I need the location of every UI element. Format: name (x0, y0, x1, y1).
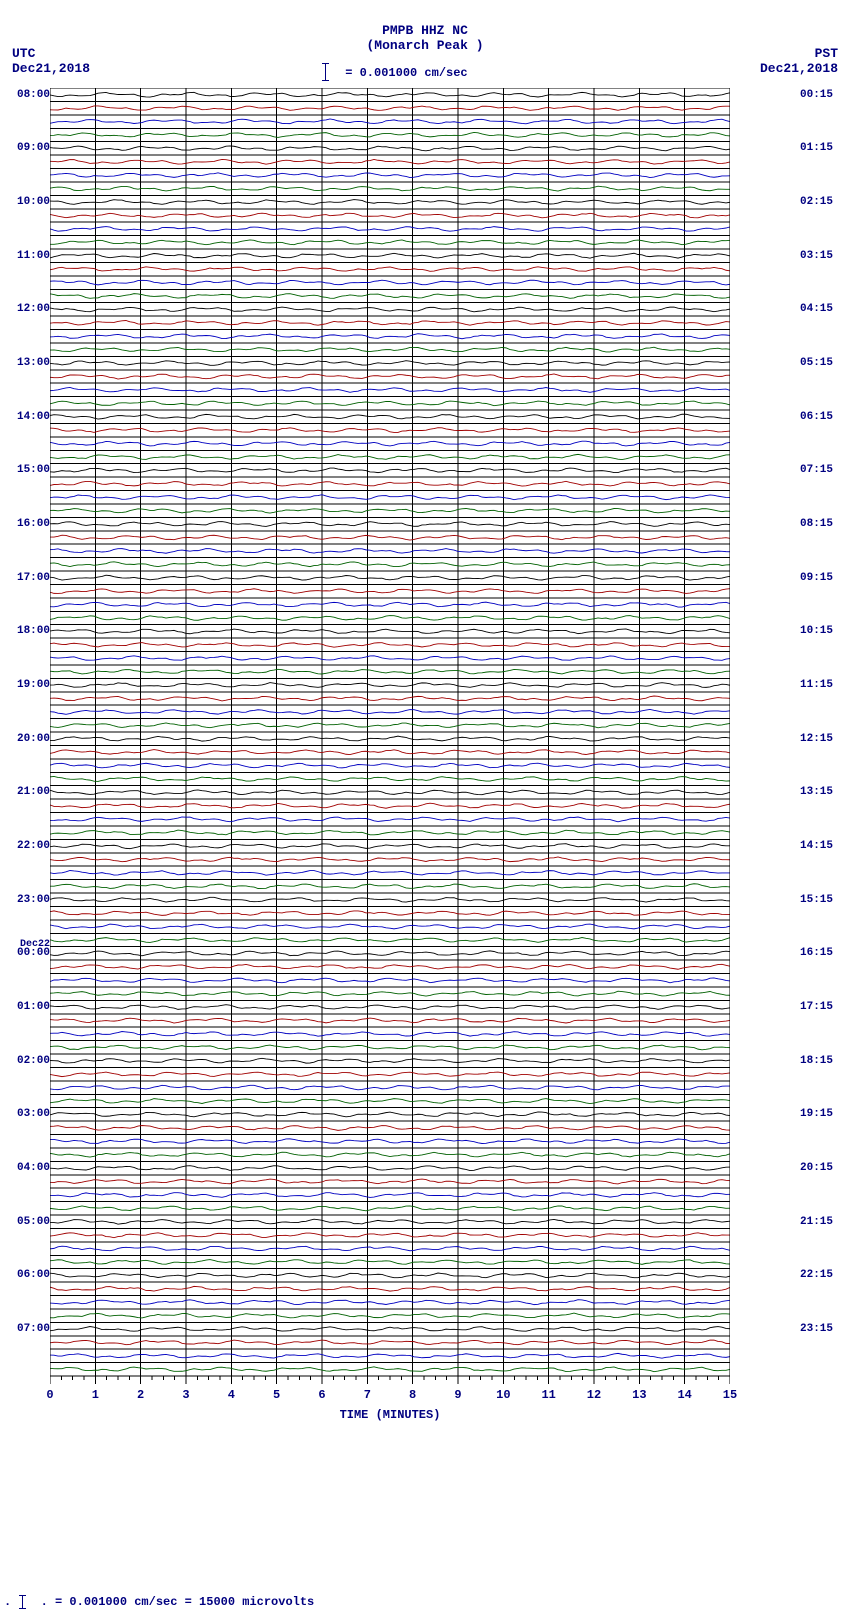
seismogram-svg (50, 88, 730, 1406)
x-tick: 6 (318, 1388, 325, 1402)
time-label: 22:00 (2, 840, 50, 852)
time-label: 08:15 (800, 518, 848, 530)
seismogram-plot (50, 88, 730, 1376)
time-label: 08:00 (2, 89, 50, 101)
time-label: 14:15 (800, 840, 848, 852)
x-tick: 8 (409, 1388, 416, 1402)
time-label: 22:15 (800, 1269, 848, 1281)
footer-text: . = 0.001000 cm/sec = 15000 microvolts (41, 1595, 315, 1609)
time-label: 23:00 (2, 894, 50, 906)
time-label: 09:15 (800, 572, 848, 584)
time-label: 12:15 (800, 733, 848, 745)
time-label: 03:00 (2, 1108, 50, 1120)
time-label: 14:00 (2, 411, 50, 423)
time-label: 20:15 (800, 1162, 848, 1174)
x-tick: 9 (454, 1388, 461, 1402)
x-tick: 2 (137, 1388, 144, 1402)
time-label: 21:15 (800, 1216, 848, 1228)
time-label: 10:00 (2, 196, 50, 208)
x-tick: 7 (364, 1388, 371, 1402)
x-tick: 10 (496, 1388, 510, 1402)
scale-bar-icon (22, 1595, 29, 1609)
scale-label: = 0.001000 cm/sec (345, 66, 467, 80)
time-label: 21:00 (2, 786, 50, 798)
x-tick: 11 (541, 1388, 555, 1402)
right-timezone: PST Dec21,2018 (760, 47, 838, 77)
time-label: 17:00 (2, 572, 50, 584)
left-timezone: UTC Dec21,2018 (12, 47, 90, 77)
time-label: 11:00 (2, 250, 50, 262)
time-label: 19:00 (2, 679, 50, 691)
time-label: 04:15 (800, 303, 848, 315)
time-label: 03:15 (800, 250, 848, 262)
time-label: 05:00 (2, 1216, 50, 1228)
footer-scale: . . = 0.001000 cm/sec = 15000 microvolts (4, 1595, 314, 1609)
x-tick: 12 (587, 1388, 601, 1402)
time-label: 02:00 (2, 1055, 50, 1067)
scale-indicator: = 0.001000 cm/sec (325, 65, 468, 81)
footer-prefix: . (4, 1595, 11, 1609)
time-label: 06:15 (800, 411, 848, 423)
station-name: (Monarch Peak ) (0, 39, 850, 54)
station-code: PMPB HHZ NC (0, 24, 850, 39)
chart-header: PMPB HHZ NC (Monarch Peak ) (0, 24, 850, 54)
time-label: 07:00 (2, 1323, 50, 1335)
x-tick: 14 (677, 1388, 691, 1402)
time-label: 13:15 (800, 786, 848, 798)
time-label: 15:15 (800, 894, 848, 906)
time-label: 01:15 (800, 142, 848, 154)
x-tick: 15 (723, 1388, 737, 1402)
time-label: 20:00 (2, 733, 50, 745)
x-tick: 1 (92, 1388, 99, 1402)
x-axis-title: TIME (MINUTES) (50, 1408, 730, 1422)
time-label: 09:00 (2, 142, 50, 154)
x-tick: 0 (46, 1388, 53, 1402)
x-tick: 4 (228, 1388, 235, 1402)
x-tick: 3 (182, 1388, 189, 1402)
scale-bar-icon (325, 63, 332, 81)
time-label: 13:00 (2, 357, 50, 369)
time-label: 18:15 (800, 1055, 848, 1067)
time-label: 07:15 (800, 464, 848, 476)
time-label: 17:15 (800, 1001, 848, 1013)
time-label: 05:15 (800, 357, 848, 369)
time-label: 12:00 (2, 303, 50, 315)
time-label: 19:15 (800, 1108, 848, 1120)
x-tick: 5 (273, 1388, 280, 1402)
time-label: 01:00 (2, 1001, 50, 1013)
time-label: 11:15 (800, 679, 848, 691)
x-tick: 13 (632, 1388, 646, 1402)
tz-left-name: UTC (12, 47, 90, 62)
tz-right-name: PST (760, 47, 838, 62)
time-label: 15:00 (2, 464, 50, 476)
time-label: 00:15 (800, 89, 848, 101)
tz-left-date: Dec21,2018 (12, 62, 90, 77)
time-label: 16:15 (800, 947, 848, 959)
time-label: 23:15 (800, 1323, 848, 1335)
time-label: 00:00 (2, 947, 50, 959)
time-label: 04:00 (2, 1162, 50, 1174)
time-label: 18:00 (2, 625, 50, 637)
tz-right-date: Dec21,2018 (760, 62, 838, 77)
time-label: 06:00 (2, 1269, 50, 1281)
time-label: 16:00 (2, 518, 50, 530)
time-label: 02:15 (800, 196, 848, 208)
time-label: 10:15 (800, 625, 848, 637)
